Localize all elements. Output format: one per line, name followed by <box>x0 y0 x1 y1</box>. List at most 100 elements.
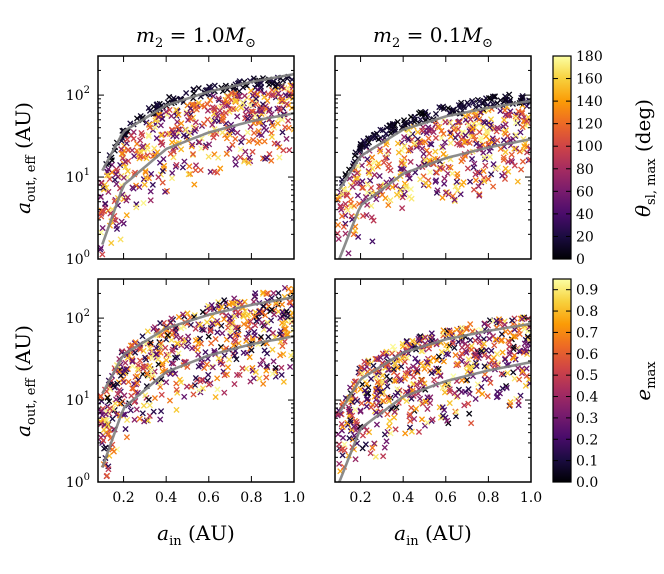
data-point <box>192 182 197 187</box>
data-point <box>281 148 286 153</box>
scatter-panel-top-right <box>335 92 533 259</box>
data-point <box>427 151 432 156</box>
data-point <box>262 139 267 144</box>
x-axis-label-left: ain (AU) <box>157 521 235 549</box>
data-point <box>238 147 243 152</box>
data-point <box>203 350 208 355</box>
y-tick-label: 102 <box>66 85 90 104</box>
data-point <box>235 114 240 119</box>
data-point <box>418 177 423 182</box>
data-point <box>372 172 377 177</box>
data-point <box>443 120 448 125</box>
data-point <box>335 222 340 227</box>
data-point <box>350 184 355 189</box>
data-point <box>191 87 196 92</box>
data-point <box>169 113 174 118</box>
data-point <box>423 181 428 186</box>
data-point <box>233 162 238 167</box>
data-point <box>134 205 139 210</box>
data-point <box>109 240 114 245</box>
data-point <box>285 86 290 91</box>
data-point <box>270 347 275 352</box>
y-axis-label-bottom: aout, eff (AU) <box>11 325 39 437</box>
data-point <box>153 125 158 130</box>
data-point <box>518 167 523 172</box>
data-point <box>276 290 281 295</box>
data-point <box>286 118 291 123</box>
data-point <box>248 124 253 129</box>
data-point <box>134 407 139 412</box>
data-point <box>477 130 482 135</box>
data-point <box>336 236 341 241</box>
data-point <box>518 130 523 135</box>
data-point <box>409 196 414 201</box>
data-point <box>426 136 431 141</box>
data-point <box>408 187 413 192</box>
data-point <box>240 135 245 140</box>
data-point <box>242 93 247 98</box>
data-point <box>160 180 165 185</box>
data-point <box>146 397 151 402</box>
data-point <box>471 165 476 170</box>
data-point <box>386 202 391 207</box>
data-point <box>420 146 425 151</box>
data-point <box>469 156 474 161</box>
data-point <box>343 201 348 206</box>
data-point <box>205 108 210 113</box>
data-point <box>251 130 256 135</box>
data-point <box>123 426 128 431</box>
data-point <box>355 193 360 198</box>
data-point <box>388 168 393 173</box>
data-point <box>220 130 225 135</box>
data-point <box>112 177 117 182</box>
data-point <box>238 155 243 160</box>
data-point <box>502 117 507 122</box>
data-point <box>428 170 433 175</box>
data-point <box>440 195 445 200</box>
data-point <box>459 182 464 187</box>
data-point <box>137 416 142 421</box>
data-point <box>279 372 284 377</box>
data-point <box>130 148 135 153</box>
data-point <box>193 168 198 173</box>
data-point <box>169 176 174 181</box>
data-point <box>501 138 506 143</box>
data-point <box>489 172 494 177</box>
data-point <box>455 171 460 176</box>
data-point <box>400 206 405 211</box>
data-point <box>388 198 393 203</box>
data-point <box>512 163 517 168</box>
data-point <box>374 197 379 202</box>
column-title-right: m2 = 0.1M⊙ <box>373 23 493 51</box>
data-point <box>251 376 256 381</box>
data-point <box>182 159 187 164</box>
data-point <box>179 147 184 152</box>
data-point <box>450 171 455 176</box>
data-point <box>370 239 375 244</box>
data-point <box>279 302 284 307</box>
data-point <box>243 149 248 154</box>
data-point <box>433 111 438 116</box>
data-point <box>158 409 163 414</box>
data-point <box>386 162 391 167</box>
y-tick-label: 101 <box>66 167 90 186</box>
data-point <box>198 167 203 172</box>
data-point <box>184 90 189 95</box>
data-point <box>471 187 476 192</box>
data-point <box>377 173 382 178</box>
scatter-panel-top-left <box>98 74 297 257</box>
data-point <box>433 149 438 154</box>
data-point <box>415 130 420 135</box>
data-point <box>224 151 229 156</box>
data-point <box>454 179 459 184</box>
y-tick-label: 100 <box>66 249 90 268</box>
data-point <box>271 359 276 364</box>
x-axis-label-right: ain (AU) <box>394 521 472 549</box>
data-point <box>356 234 361 239</box>
data-point <box>196 86 201 91</box>
data-point <box>216 155 221 160</box>
data-point <box>442 181 447 186</box>
data-point <box>275 121 280 126</box>
data-point <box>503 122 508 127</box>
